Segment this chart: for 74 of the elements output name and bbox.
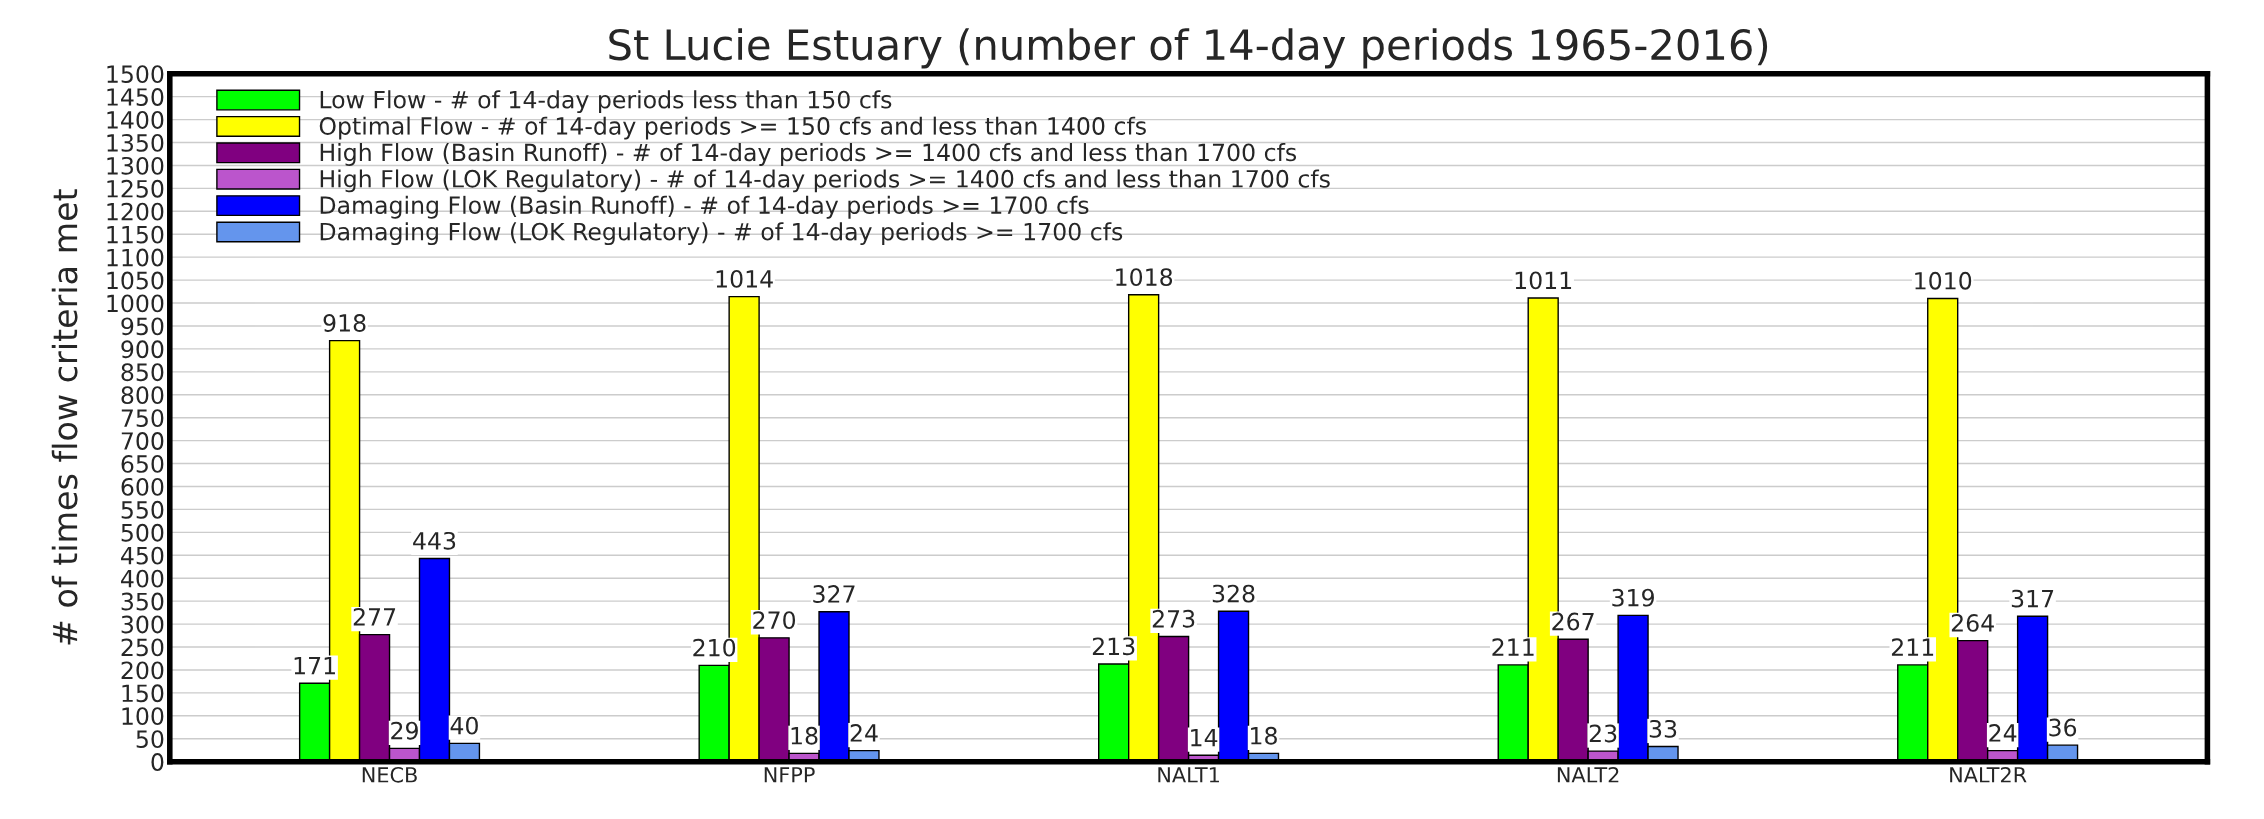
data-label: 210 [693, 638, 736, 657]
x-tick-label: NFPP [764, 767, 815, 783]
y-tick-label: 100 [122, 707, 164, 726]
legend-label: Damaging Flow (Basin Runoff) - # of 14-day periods >= 1700 cfs [320, 195, 1089, 219]
data-label: 24 [850, 724, 878, 742]
y-tick-label: 800 [121, 386, 164, 405]
x-tick-label: NECB [362, 766, 417, 783]
y-tick-label: 150 [122, 684, 164, 703]
y-tick-label: 950 [121, 317, 164, 336]
y-tick-label: 400 [121, 569, 164, 588]
data-label: 277 [353, 608, 396, 626]
y-tick-label: 450 [121, 546, 164, 565]
y-tick-label: 1350 [107, 133, 164, 152]
y-tick-label: 1250 [107, 179, 164, 198]
data-label: 14 [1191, 728, 1218, 747]
data-label: 443 [413, 531, 456, 550]
y-tick-label: 1150 [107, 225, 164, 244]
data-label: 328 [1212, 584, 1255, 603]
data-label: 23 [1589, 724, 1617, 743]
data-label: 1011 [1515, 271, 1572, 290]
data-label: 24 [1989, 724, 2017, 742]
legend-label: Low Flow - # of 14-day periods less than 150 cfs [320, 90, 892, 114]
y-tick-label: 50 [136, 730, 164, 749]
legend-label: Damaging Flow (LOK Regulatory) - # of 14-day periods >= 1700 cfs [320, 222, 1123, 246]
data-label: 18 [1251, 726, 1277, 745]
y-tick-label: 1000 [107, 294, 164, 313]
y-tick-label: 200 [121, 661, 164, 680]
y-tick-label: 1450 [107, 88, 164, 106]
y-tick-label: 600 [121, 477, 164, 496]
data-label: 317 [2011, 589, 2054, 608]
y-tick-label: 1200 [107, 202, 164, 221]
data-label: 40 [450, 716, 478, 735]
data-label: 171 [294, 656, 335, 675]
legend-label: Optimal Flow - # of 14-day periods >= 150 cfs and less than 1400 cfs [319, 116, 1146, 140]
x-tick-label: NALT2R [1950, 766, 2027, 783]
data-label: 1014 [716, 270, 773, 288]
legend-label: High Flow (Basin Runoff) - # of 14-day periods >= 1400 cfs and less than 1700 cfs [320, 143, 1297, 166]
data-label: 18 [791, 726, 818, 745]
data-label: 327 [813, 585, 855, 603]
data-label: 264 [1951, 613, 1994, 632]
y-tick-label: 700 [121, 432, 164, 450]
y-tick-label: 300 [121, 615, 164, 634]
y-tick-label: 250 [121, 638, 164, 657]
y-tick-label: 1050 [107, 271, 164, 290]
data-label: 1010 [1915, 271, 1972, 290]
data-label: 29 [391, 721, 418, 740]
y-tick-label: 0 [151, 753, 164, 771]
x-tick-label: NALT1 [1158, 767, 1219, 783]
data-label: 319 [1612, 588, 1654, 607]
y-tick-label: 500 [121, 523, 164, 542]
y-tick-label: 1400 [107, 111, 164, 129]
legend-label: High Flow (LOK Regulatory) - # of 14-day periods >= 1400 cfs and less than 1700 cfs [320, 169, 1330, 193]
y-tick-label: 750 [121, 409, 164, 427]
y-tick-label: 900 [121, 340, 164, 359]
y-tick-label: 850 [121, 363, 164, 382]
y-tick-label: 1100 [107, 248, 164, 267]
data-label: 1018 [1116, 268, 1173, 287]
data-label: 36 [2049, 718, 2077, 737]
data-label: 211 [1492, 638, 1534, 656]
data-label: 211 [1891, 638, 1934, 656]
y-axis-title: # of times flow criteria met [51, 189, 78, 645]
y-tick-label: 1500 [107, 65, 164, 84]
data-label: 267 [1552, 612, 1594, 631]
y-tick-label: 350 [121, 592, 164, 611]
data-label: 213 [1092, 637, 1135, 656]
x-tick-label: NALT2 [1557, 766, 1619, 783]
y-tick-label: 1300 [107, 156, 164, 175]
data-label: 918 [323, 314, 366, 332]
chart-title: St Lucie Estuary (number of 14-day periods 1965-2016) [609, 28, 1768, 69]
y-tick-label: 550 [121, 500, 164, 519]
data-label: 270 [753, 611, 796, 630]
data-label: 33 [1649, 719, 1677, 738]
y-tick-label: 650 [121, 455, 164, 473]
data-label: 273 [1152, 609, 1195, 628]
